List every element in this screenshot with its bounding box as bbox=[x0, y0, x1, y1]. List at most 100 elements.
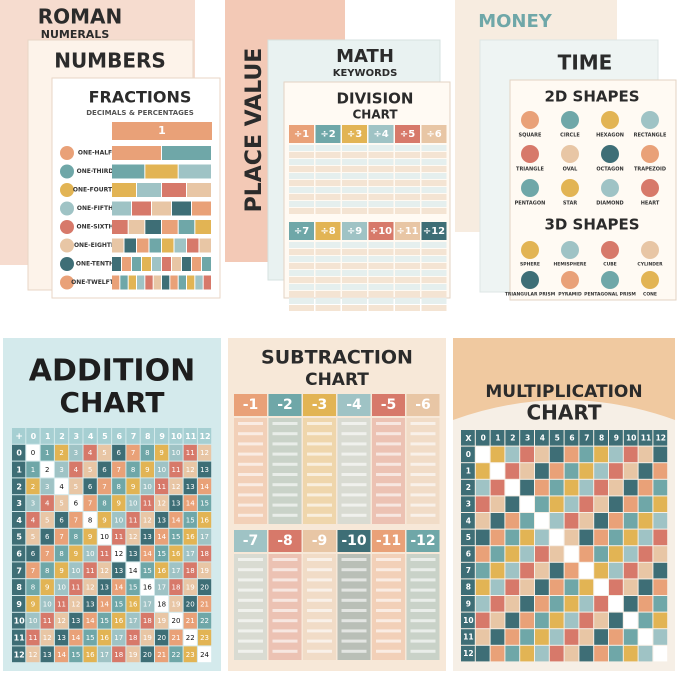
multiplication-cell bbox=[594, 562, 608, 579]
division-cell bbox=[289, 194, 314, 200]
addition-corner bbox=[12, 428, 26, 444]
addition-header-cell bbox=[155, 428, 169, 444]
multiplication-cell bbox=[653, 612, 668, 629]
addition-header: 3 bbox=[16, 499, 22, 508]
addition-cell bbox=[40, 545, 54, 562]
multiplication-cell bbox=[564, 612, 579, 629]
multiplication-cell bbox=[475, 463, 490, 479]
addition-cell-label: 1 bbox=[31, 466, 35, 474]
addition-cell-label: 17 bbox=[129, 617, 138, 625]
fraction-piece bbox=[182, 257, 191, 271]
division-cell bbox=[421, 263, 447, 269]
addition-cell-label: 13 bbox=[57, 634, 66, 642]
addition-cell-label: 13 bbox=[157, 516, 166, 524]
multiplication-header-cell bbox=[461, 463, 475, 479]
division-cell bbox=[289, 208, 314, 214]
subtraction-line bbox=[410, 568, 436, 572]
fraction-circle bbox=[60, 183, 74, 197]
division-cell bbox=[315, 305, 341, 311]
multiplication-cell bbox=[564, 546, 579, 562]
subtraction-line bbox=[238, 598, 263, 602]
addition-cell bbox=[54, 528, 69, 545]
multiplication-cell bbox=[579, 529, 594, 546]
fraction-piece bbox=[152, 201, 171, 216]
division-cell bbox=[395, 208, 420, 214]
multiplication-cell bbox=[623, 546, 638, 562]
division-cell bbox=[315, 284, 341, 290]
division-cell bbox=[289, 173, 314, 179]
division-header-label: ÷4 bbox=[373, 129, 388, 140]
addition-cell bbox=[155, 579, 169, 595]
subtraction-header bbox=[406, 394, 440, 416]
division-header-label: ÷7 bbox=[294, 226, 309, 237]
addition-cell bbox=[140, 528, 154, 545]
subtraction-line bbox=[341, 588, 367, 592]
multiplication-header-cell bbox=[461, 446, 475, 463]
addition-header-cell bbox=[112, 428, 126, 444]
addition-cell bbox=[69, 444, 83, 461]
multiplication-header: 0 bbox=[481, 433, 486, 442]
multiplication-cell bbox=[549, 446, 564, 463]
addition-cell bbox=[183, 629, 197, 646]
addition-header-cell bbox=[183, 428, 197, 444]
addition-cell-label: 12 bbox=[43, 634, 52, 642]
division-header-label: ÷11 bbox=[396, 226, 418, 237]
fraction-piece bbox=[192, 257, 201, 271]
multiplication-header: 1 bbox=[466, 467, 471, 476]
multiplication-cell bbox=[520, 579, 534, 595]
addition-cell bbox=[69, 629, 83, 646]
addition-cell bbox=[69, 461, 83, 478]
division-cell bbox=[368, 270, 394, 276]
subtraction-line bbox=[341, 493, 367, 497]
fraction-piece bbox=[172, 201, 191, 216]
multiplication-cell bbox=[623, 513, 638, 529]
addition-cell bbox=[83, 562, 97, 579]
addition-cell-label: 1 bbox=[45, 449, 49, 457]
fraction-piece bbox=[112, 220, 128, 234]
multiplication-cell bbox=[564, 513, 579, 529]
addition-cell-label: 14 bbox=[129, 567, 138, 575]
addition-cell-label: 20 bbox=[171, 617, 180, 625]
addition-cell-label: 3 bbox=[59, 466, 63, 474]
addition-cell bbox=[83, 579, 97, 595]
multiplication-cell bbox=[579, 513, 594, 529]
division-cell bbox=[342, 201, 367, 207]
fraction-piece bbox=[187, 183, 211, 197]
addition-cell-label: 18 bbox=[171, 584, 180, 592]
subtraction-line bbox=[341, 609, 367, 612]
subtraction-line bbox=[376, 649, 401, 653]
addition-cell bbox=[112, 579, 126, 595]
division-cell bbox=[368, 145, 394, 151]
division-cell bbox=[368, 201, 394, 207]
subtraction-line bbox=[307, 629, 332, 633]
multiplication-cell bbox=[638, 446, 653, 463]
multiplication-cell bbox=[609, 529, 623, 546]
shape-icon bbox=[521, 111, 539, 129]
subtraction-line bbox=[307, 578, 332, 582]
division-header-label: ÷10 bbox=[370, 226, 392, 237]
multiplication-cell bbox=[609, 513, 623, 529]
multiplication-cell bbox=[579, 629, 594, 645]
shape-label: PENTAGON bbox=[515, 201, 546, 207]
multiplication-header-cell bbox=[623, 430, 638, 446]
multiplication-cell bbox=[520, 446, 534, 463]
addition-cell-label: 18 bbox=[186, 567, 195, 575]
addition-header-cell bbox=[12, 562, 26, 579]
multiplication-cell bbox=[490, 446, 505, 463]
addition-cell-label: 17 bbox=[186, 550, 195, 558]
multiplication-header-cell bbox=[461, 629, 475, 645]
subtraction-line bbox=[307, 639, 332, 643]
addition-cell-label: 10 bbox=[100, 533, 109, 541]
addition-header: 0 bbox=[16, 449, 22, 458]
addition-header: 2 bbox=[59, 432, 65, 441]
subtraction-line bbox=[238, 513, 263, 517]
addition-cell bbox=[54, 461, 69, 478]
addition-cell bbox=[69, 495, 83, 511]
addition-cell bbox=[155, 444, 169, 461]
division-cell bbox=[342, 298, 367, 304]
subtraction-line bbox=[238, 609, 263, 612]
addition-header: 2 bbox=[16, 482, 22, 491]
fraction-piece bbox=[162, 220, 178, 234]
addition-cell-label: 13 bbox=[86, 600, 95, 608]
addition-cell bbox=[40, 612, 54, 629]
